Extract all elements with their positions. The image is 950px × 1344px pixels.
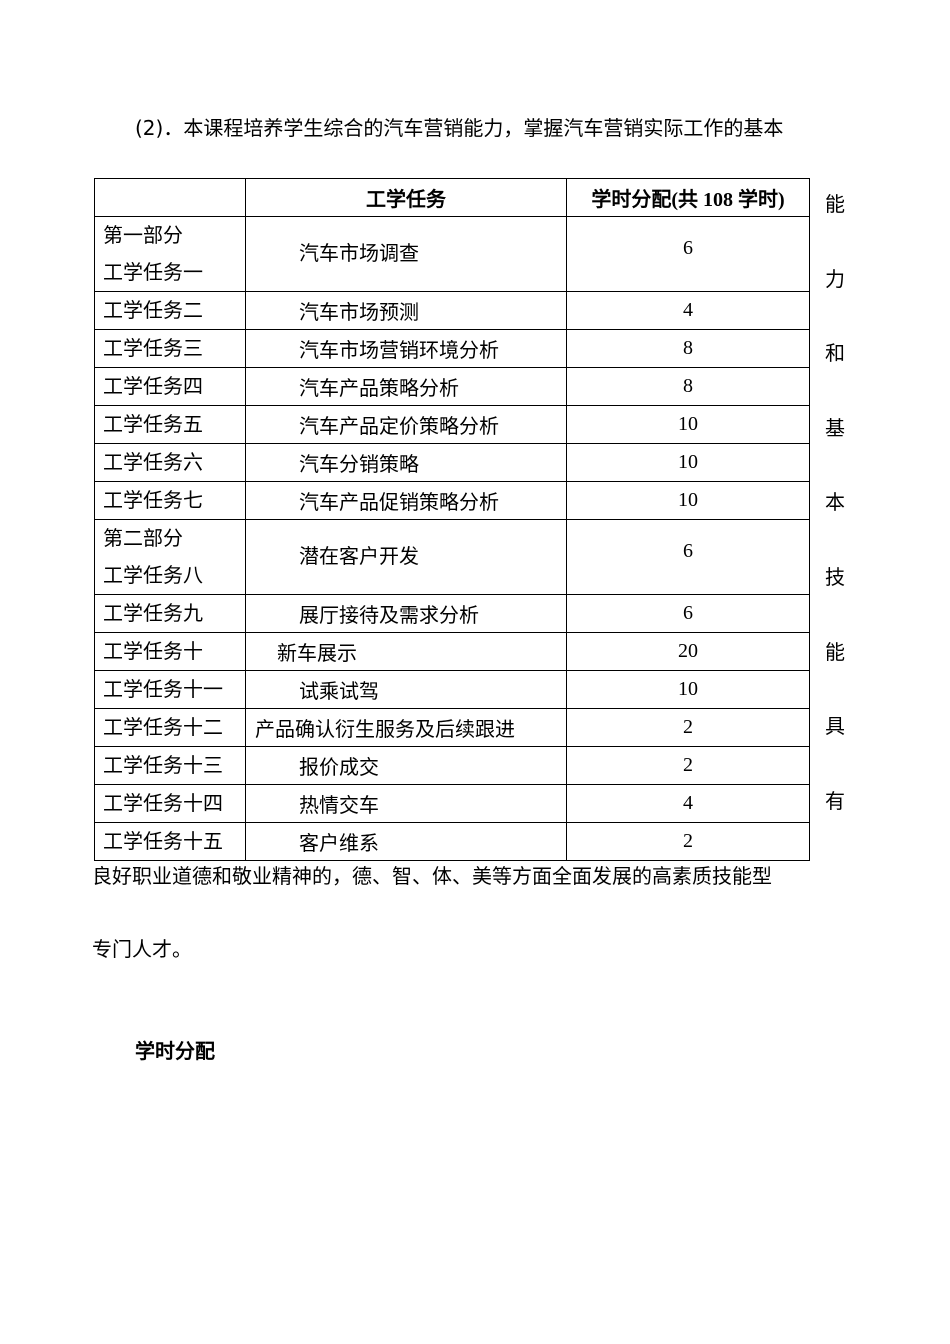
table-row: 第二部分 工学任务八 潜在客户开发 6 — [94, 519, 810, 595]
table-row: 第一部分 工学任务一 汽车市场调查 6 — [94, 216, 810, 292]
task-number: 工学任务十一 — [103, 677, 223, 701]
side-char: 有 — [825, 788, 845, 813]
task-name-cell: 热情交车 — [245, 784, 567, 823]
table-row: 工学任务十三 报价成交 2 — [94, 746, 810, 785]
hours-cell: 8 — [566, 329, 810, 368]
side-char: 具 — [825, 714, 845, 739]
table-row: 工学任务六 汽车分销策略 10 — [94, 443, 810, 482]
hours-cell: 20 — [566, 632, 810, 671]
hours-cell: 6 — [566, 594, 810, 633]
part-label: 第二部分 — [103, 526, 183, 550]
paragraph-line-1: 良好职业道德和敬业精神的，德、智、体、美等方面全面发展的高素质技能型 — [92, 864, 772, 888]
hours-cell: 6 — [566, 519, 810, 595]
side-char: 能 — [825, 192, 845, 216]
task-number: 工学任务十三 — [103, 753, 223, 777]
side-char: 力 — [825, 266, 845, 291]
hours-table: 工学任务 学时分配(共 108 学时) 第一部分 工学任务一 汽车市场调查 6 工学任务… — [94, 178, 810, 861]
task-label-cell: 工学任务十 — [94, 632, 246, 671]
task-number: 工学任务十 — [103, 639, 203, 663]
table-row: 工学任务五 汽车产品定价策略分析 10 — [94, 405, 810, 444]
task-label-cell: 工学任务十五 — [94, 822, 246, 861]
side-char: 本 — [825, 490, 845, 515]
task-name-cell: 潜在客户开发 — [245, 519, 567, 595]
intro-text: (2)．本课程培养学生综合的汽车营销能力，掌握汽车营销实际工作的基本 — [135, 116, 784, 140]
part-label: 第一部分 — [103, 223, 183, 247]
task-name-cell: 客户维系 — [245, 822, 567, 861]
task-name-cell: 汽车分销策略 — [245, 443, 567, 482]
table-row: 工学任务十 新车展示 20 — [94, 632, 810, 671]
task-number: 工学任务一 — [103, 260, 203, 284]
task-name-cell: 汽车产品促销策略分析 — [245, 481, 567, 520]
task-label-cell: 工学任务十二 — [94, 708, 246, 747]
task-name-cell: 汽车产品定价策略分析 — [245, 405, 567, 444]
side-char: 和 — [825, 341, 845, 366]
task-label-cell: 工学任务九 — [94, 594, 246, 633]
task-label-cell: 工学任务六 — [94, 443, 246, 482]
task-number: 工学任务七 — [103, 488, 203, 512]
table-row: 工学任务十四 热情交车 4 — [94, 784, 810, 823]
section-heading: 学时分配 — [135, 1039, 215, 1063]
table-row: 工学任务十一 试乘试驾 10 — [94, 670, 810, 709]
table-row: 工学任务三 汽车市场营销环境分析 8 — [94, 329, 810, 368]
task-name-cell: 新车展示 — [245, 632, 567, 671]
hours-cell: 10 — [566, 670, 810, 709]
table-row: 工学任务九 展厅接待及需求分析 6 — [94, 594, 810, 633]
task-name-cell: 汽车市场营销环境分析 — [245, 329, 567, 368]
header-cell-blank — [94, 178, 246, 217]
hours-cell: 2 — [566, 746, 810, 785]
task-name-cell: 展厅接待及需求分析 — [245, 594, 567, 633]
table-row: 工学任务四 汽车产品策略分析 8 — [94, 367, 810, 406]
hours-cell: 8 — [566, 367, 810, 406]
paragraph-line-2: 专门人才。 — [92, 937, 192, 961]
side-char: 能 — [825, 639, 845, 664]
table-row: 工学任务十二 产品确认衍生服务及后续跟进 2 — [94, 708, 810, 747]
side-char: 技 — [825, 565, 845, 589]
task-name-cell: 产品确认衍生服务及后续跟进 — [245, 708, 567, 747]
task-label-cell: 工学任务十四 — [94, 784, 246, 823]
task-label-cell: 工学任务三 — [94, 329, 246, 368]
task-label-cell: 第二部分 工学任务八 — [94, 519, 246, 595]
task-number: 工学任务六 — [103, 450, 203, 474]
hours-cell: 10 — [566, 481, 810, 520]
hours-cell: 10 — [566, 405, 810, 444]
task-label-cell: 工学任务二 — [94, 291, 246, 330]
task-number: 工学任务十五 — [103, 829, 223, 853]
hours-cell: 4 — [566, 291, 810, 330]
task-number: 工学任务三 — [103, 336, 203, 360]
task-label-cell: 工学任务七 — [94, 481, 246, 520]
task-name-cell: 报价成交 — [245, 746, 567, 785]
task-number: 工学任务十二 — [103, 715, 223, 739]
hours-cell: 2 — [566, 822, 810, 861]
table-row: 工学任务二 汽车市场预测 4 — [94, 291, 810, 330]
table-row: 工学任务十五 客户维系 2 — [94, 822, 810, 861]
task-number: 工学任务二 — [103, 298, 203, 322]
task-name-cell: 汽车市场调查 — [245, 216, 567, 292]
table-row: 工学任务七 汽车产品促销策略分析 10 — [94, 481, 810, 520]
task-label-cell: 工学任务十三 — [94, 746, 246, 785]
task-label-cell: 第一部分 工学任务一 — [94, 216, 246, 292]
side-char: 基 — [825, 415, 845, 440]
hours-cell: 6 — [566, 216, 810, 292]
hours-cell: 2 — [566, 708, 810, 747]
task-number: 工学任务十四 — [103, 791, 223, 815]
task-label-cell: 工学任务五 — [94, 405, 246, 444]
task-name-cell: 试乘试驾 — [245, 670, 567, 709]
task-name-cell: 汽车产品策略分析 — [245, 367, 567, 406]
task-name-cell: 汽车市场预测 — [245, 291, 567, 330]
task-number: 工学任务四 — [103, 374, 203, 398]
header-cell-task: 工学任务 — [245, 178, 567, 217]
task-number: 工学任务八 — [103, 563, 203, 587]
table-header-row: 工学任务 学时分配(共 108 学时) — [94, 178, 810, 217]
task-number: 工学任务五 — [103, 412, 203, 436]
header-cell-hours: 学时分配(共 108 学时) — [566, 178, 810, 217]
hours-cell: 4 — [566, 784, 810, 823]
hours-cell: 10 — [566, 443, 810, 482]
task-number: 工学任务九 — [103, 601, 203, 625]
task-label-cell: 工学任务十一 — [94, 670, 246, 709]
task-label-cell: 工学任务四 — [94, 367, 246, 406]
